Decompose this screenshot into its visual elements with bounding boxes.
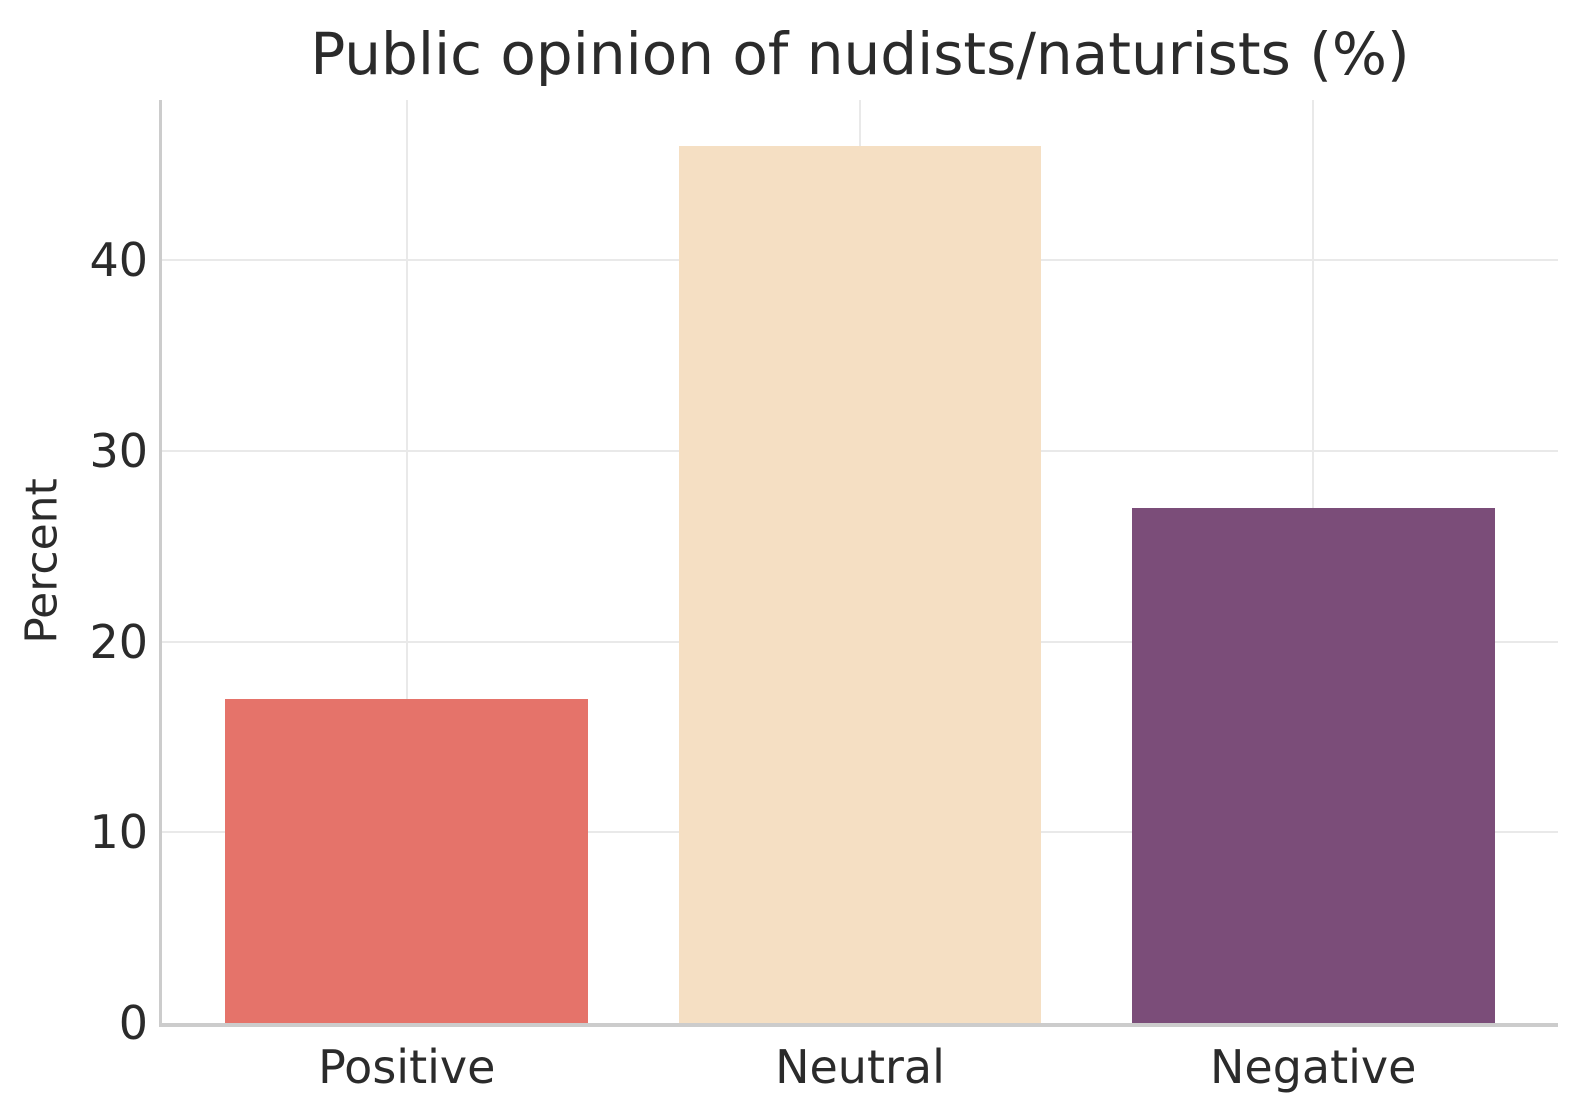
x-label-positive: Positive <box>318 1040 496 1094</box>
x-label-negative: Negative <box>1210 1040 1417 1094</box>
y-tick-40: 40 <box>89 233 148 288</box>
y-tick-30: 30 <box>89 423 148 478</box>
plot-area <box>162 100 1558 1023</box>
bar-neutral <box>678 145 1042 1023</box>
gridline-v-positive <box>405 100 408 1023</box>
y-axis-spine <box>159 100 162 1027</box>
y-tick-10: 10 <box>89 805 148 860</box>
chart-title: Public opinion of nudists/naturists (%) <box>310 20 1410 88</box>
y-tick-20: 20 <box>89 614 148 669</box>
bar-negative <box>1131 508 1495 1023</box>
x-label-neutral: Neutral <box>775 1040 945 1094</box>
y-tick-0: 0 <box>118 996 148 1050</box>
bar-positive <box>225 698 589 1023</box>
x-axis-spine <box>159 1023 1558 1027</box>
